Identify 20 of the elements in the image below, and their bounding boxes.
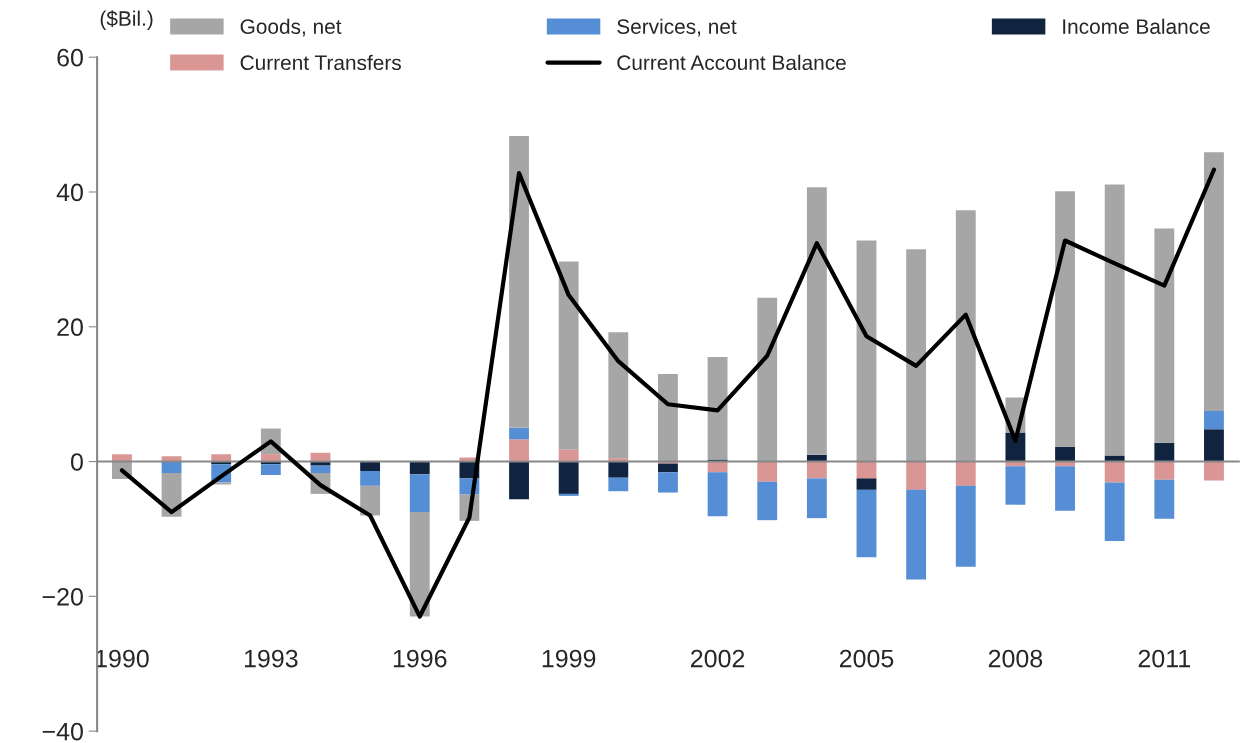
- x-tick-label: 1996: [393, 649, 447, 668]
- y-tick-label: −40: [42, 722, 83, 741]
- y-tick-label: 20: [57, 318, 83, 337]
- x-tick-label: 2002: [691, 649, 745, 668]
- y-tick-label: 60: [57, 48, 83, 67]
- legend-label: Goods, net: [240, 18, 342, 37]
- x-tick-label: 1999: [542, 649, 596, 668]
- y-tick-label: 40: [56, 183, 83, 202]
- y-tick-label: −20: [42, 587, 83, 606]
- y-axis-title: ($Bil.): [100, 10, 153, 30]
- x-tick-label: 2011: [1138, 649, 1190, 668]
- legend-label: Income Balance: [1063, 18, 1210, 34]
- legend-label: Current Transfers: [240, 54, 401, 71]
- x-tick-label: 1993: [244, 649, 298, 668]
- y-tick-label: 0: [70, 453, 83, 471]
- legend-label: Services, net: [617, 18, 737, 37]
- x-tick-label: 2008: [988, 649, 1043, 668]
- x-tick-label: 2005: [839, 649, 894, 668]
- x-tick-label: 1990: [96, 649, 149, 668]
- legend-label: Current Account Balance: [617, 54, 846, 71]
